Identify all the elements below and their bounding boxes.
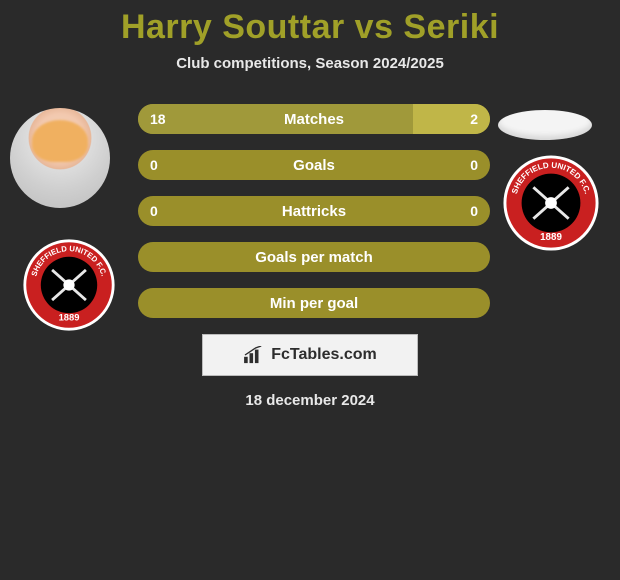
watermark-text: FcTables.com [271,346,377,364]
shield-badge-icon: SHEFFIELD UNITED F.C. 1889 [22,238,116,332]
bar-label: Goals per match [255,249,373,266]
comparison-card: Harry Souttar vs Seriki Club competition… [0,0,620,409]
player-right-avatar-placeholder [498,110,592,140]
bar-value-right: 0 [470,203,478,219]
player-left-club-badge: SHEFFIELD UNITED F.C. 1889 [22,238,116,332]
bar-label: Matches [284,111,344,128]
bar-value-left: 18 [150,111,166,127]
bar-label: Min per goal [270,295,358,312]
bar-value-right: 2 [470,111,478,127]
main-area: SHEFFIELD UNITED F.C. 1889 SHEFFIELD UNI… [0,104,620,318]
player-left-avatar [10,108,110,208]
bar-value-left: 0 [150,203,158,219]
bar-chart-icon [243,346,265,364]
bar-value-right: 0 [470,157,478,173]
stat-bar: 18 2 Matches [138,104,490,134]
svg-text:1889: 1889 [540,232,562,243]
bar-label: Goals [293,157,335,174]
snapshot-date: 18 december 2024 [0,392,620,409]
page-title: Harry Souttar vs Seriki [0,0,620,47]
player-right-club-badge: SHEFFIELD UNITED F.C. 1889 [502,154,600,252]
bar-fill-left [138,104,413,134]
subtitle: Club competitions, Season 2024/2025 [0,55,620,72]
bar-value-left: 0 [150,157,158,173]
bar-label: Hattricks [282,203,346,220]
stat-bar: Goals per match [138,242,490,272]
stat-bar: Min per goal [138,288,490,318]
stat-bars: 18 2 Matches 0 0 Goals 0 0 Hattricks Goals per ma… [138,104,490,318]
svg-text:1889: 1889 [59,312,80,323]
source-watermark[interactable]: FcTables.com [202,334,418,376]
shield-badge-icon: SHEFFIELD UNITED F.C. 1889 [502,154,600,252]
stat-bar: 0 0 Goals [138,150,490,180]
bar-fill-right [413,104,490,134]
stat-bar: 0 0 Hattricks [138,196,490,226]
